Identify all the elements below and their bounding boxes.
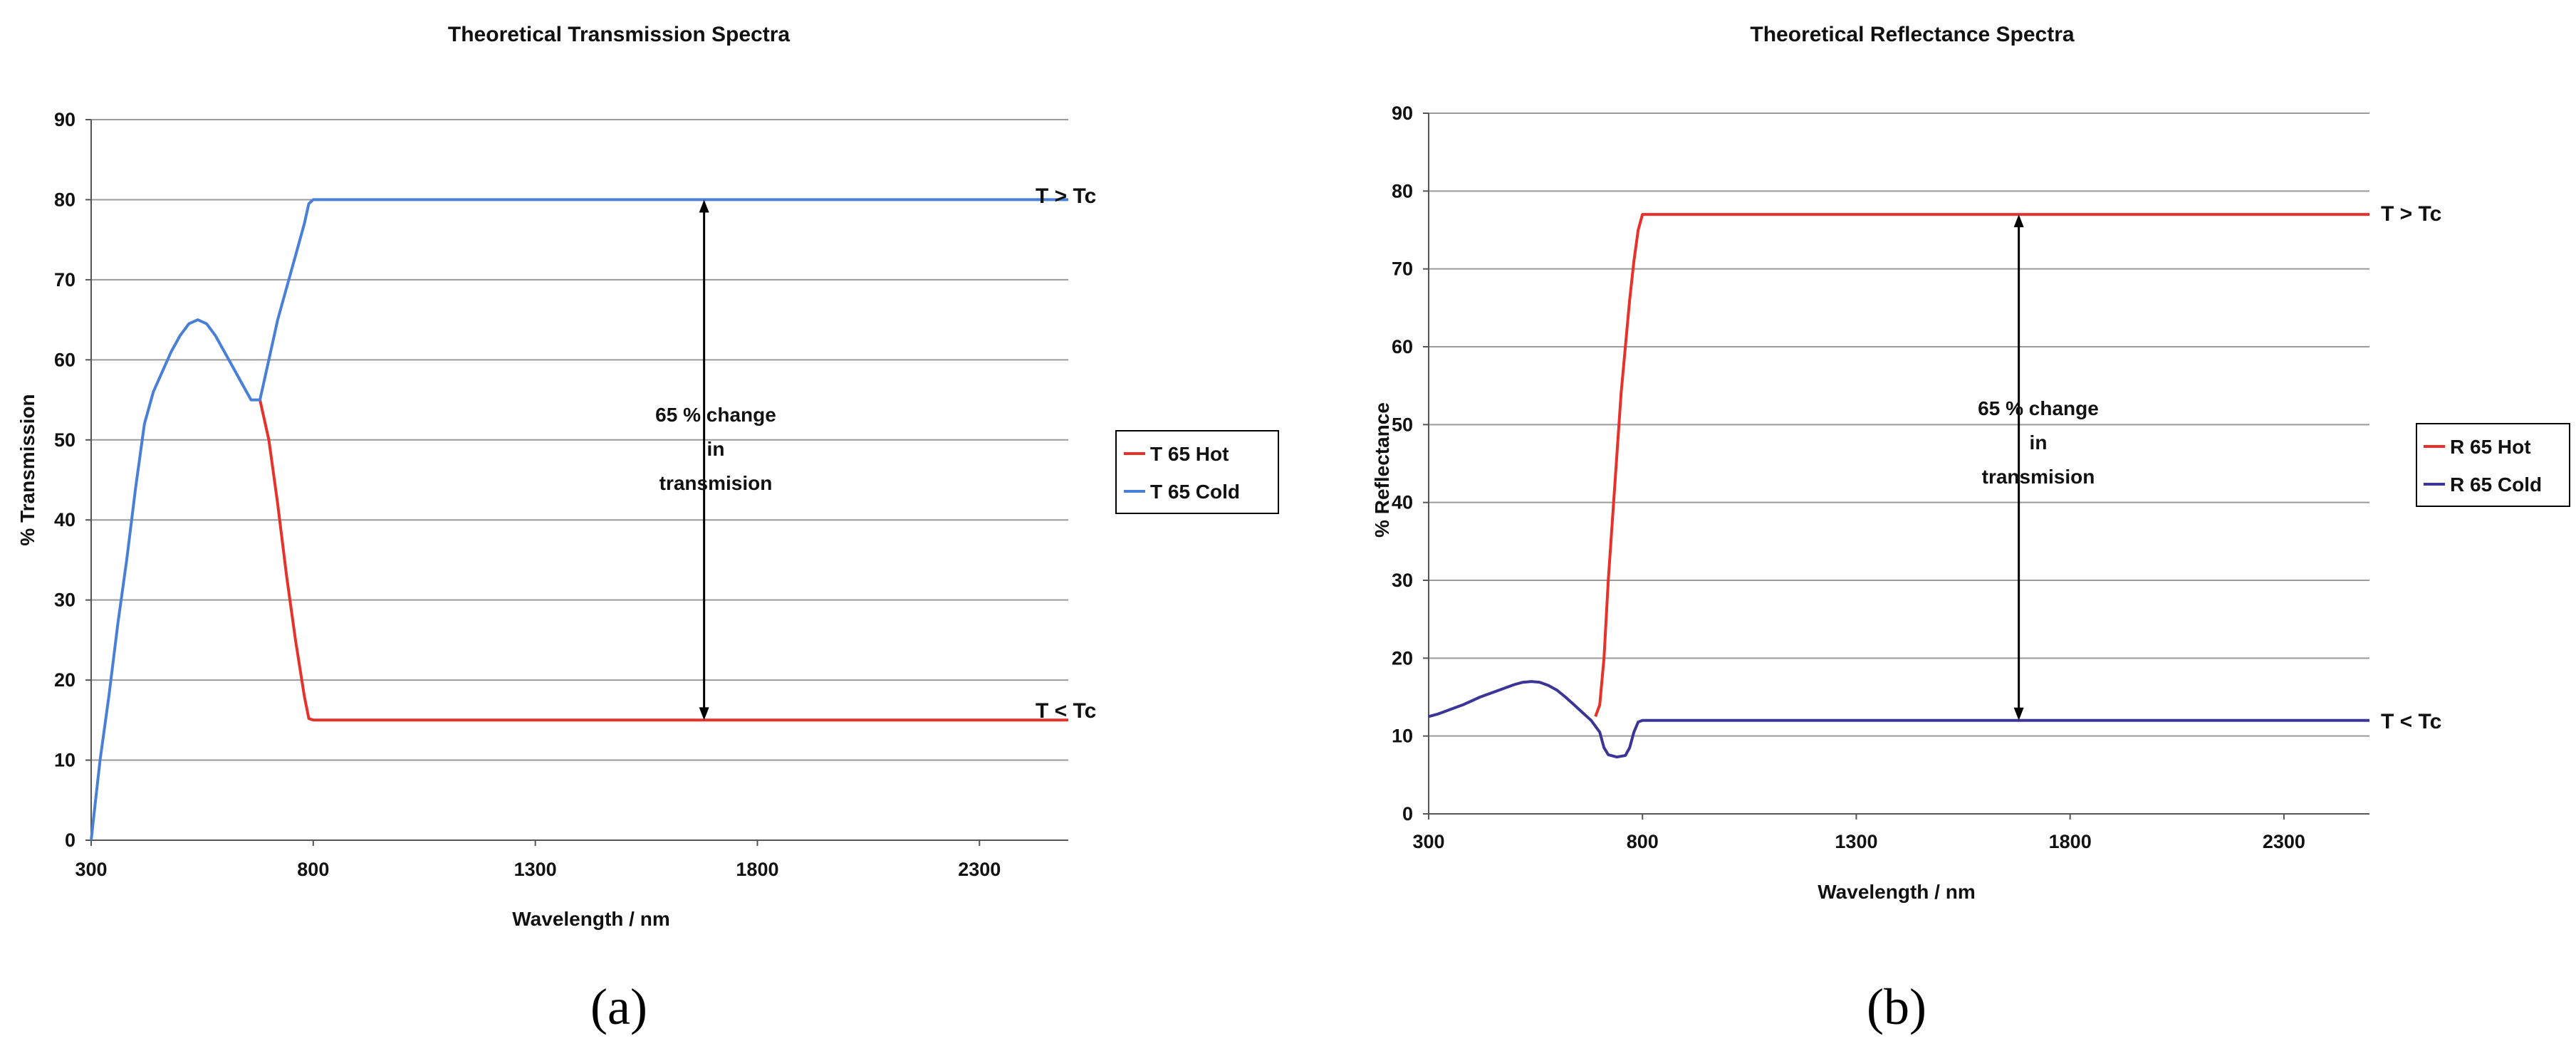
chart-a-x-ticks: 300 800 1300 1800 2300	[75, 840, 1001, 880]
chart-a-y-tick-label: 20	[54, 669, 75, 691]
chart-b-x-tick-label: 300	[1412, 831, 1444, 852]
chart-a-series-cold-line	[90, 198, 1068, 841]
panel-a-label: (a)	[590, 978, 647, 1035]
chart-b-change-text-line2: in	[2030, 431, 2048, 454]
chart-a-legend-label-hot: T 65 Hot	[1150, 443, 1229, 465]
chart-a-change-text-line3: transmision	[659, 472, 773, 494]
chart-a-series	[90, 198, 1068, 841]
chart-a-legend-label-cold: T 65 Cold	[1150, 481, 1240, 503]
panel-a: 0 10 20 30 40 50 60 70 80 90 300 800 1300 1800 2300 T…	[16, 23, 1279, 1035]
chart-a-y-tick-label: 70	[54, 269, 75, 291]
chart-b-y-tick-label: 40	[1392, 492, 1413, 513]
chart-b-y-tick-label: 20	[1392, 647, 1413, 669]
chart-b-y-tick-label: 50	[1392, 414, 1413, 435]
chart-b-arrow-head-top	[2013, 214, 2024, 228]
chart-a-y-axis-label: % Transmission	[16, 394, 38, 545]
chart-b-change-text-line1: 65 % change	[1978, 397, 2099, 419]
chart-a-change-text-line2: in	[707, 438, 725, 460]
chart-a-x-tick-label: 1300	[514, 859, 557, 880]
chart-a-series-hot-line	[259, 399, 1068, 722]
chart-b-series-hot-line	[1594, 213, 2369, 717]
panel-b: 0 10 20 30 40 50 60 70 80 90 300 800 1300 1800 2300 T…	[1371, 23, 2570, 1035]
chart-a-change-text-line1: 65 % change	[655, 404, 776, 426]
chart-a-y-ticks: 0 10 20 30 40 50 60 70 80 90	[54, 109, 91, 851]
chart-a-arrow-head-bottom	[699, 707, 709, 721]
chart-b-y-tick-label: 70	[1392, 258, 1413, 280]
chart-a-y-tick-label: 10	[54, 750, 75, 771]
chart-b-x-ticks: 300 800 1300 1800 2300	[1412, 814, 2305, 852]
chart-b-legend-label-cold: R 65 Cold	[2450, 474, 2542, 496]
chart-b-y-ticks: 0 10 20 30 40 50 60 70 80 90	[1392, 103, 1429, 825]
panel-b-label: (b)	[1867, 978, 1926, 1035]
chart-a-legend: T 65 Hot T 65 Cold	[1115, 430, 1279, 514]
chart-a-y-tick-label: 0	[65, 830, 75, 851]
chart-b-x-tick-label: 1300	[1835, 831, 1877, 852]
chart-b-title: Theoretical Reflectance Spectra	[1750, 23, 2075, 46]
chart-b-series-cold-line	[1428, 680, 2369, 759]
chart-b-y-tick-label: 60	[1392, 336, 1413, 357]
chart-b-y-tick-label: 80	[1392, 180, 1413, 202]
chart-a-x-tick-label: 300	[75, 859, 107, 880]
chart-b-x-tick-label: 1800	[2049, 831, 2092, 852]
chart-a-y-tick-label: 30	[54, 590, 75, 611]
chart-b-arrow-head-bottom	[2013, 707, 2024, 721]
chart-a-x-axis-label: Wavelength / nm	[512, 908, 669, 930]
chart-b-y-tick-label: 0	[1402, 803, 1413, 825]
chart-a-x-tick-label: 2300	[958, 859, 1001, 880]
chart-b-gridlines	[1429, 113, 2369, 737]
chart-b-change-arrow	[2013, 214, 2024, 721]
chart-b-lower-label: T < Tc	[2381, 710, 2441, 733]
chart-a-y-tick-label: 60	[54, 349, 75, 370]
chart-b-legend: R 65 Hot R 65 Cold	[2416, 423, 2570, 507]
chart-b-y-tick-label: 90	[1392, 103, 1413, 124]
chart-b-y-tick-label: 30	[1392, 570, 1413, 591]
chart-a-change-arrow	[699, 199, 709, 721]
chart-a-legend-box	[1115, 430, 1279, 514]
chart-a-axes	[90, 120, 1068, 841]
chart-a-y-tick-label: 40	[54, 509, 75, 530]
chart-a-y-tick-label: 90	[54, 109, 75, 130]
chart-b-axes	[1428, 113, 2369, 815]
chart-b-x-axis-label: Wavelength / nm	[1818, 881, 1975, 903]
chart-b-upper-label: T > Tc	[2381, 202, 2441, 226]
chart-a-arrow-head-top	[699, 199, 709, 213]
chart-a-lower-label: T < Tc	[1036, 699, 1096, 723]
chart-a-upper-label: T > Tc	[1036, 184, 1096, 208]
chart-a-title: Theoretical Transmission Spectra	[448, 23, 790, 46]
chart-a-x-tick-label: 800	[297, 859, 329, 880]
chart-b-series	[1428, 213, 2369, 759]
chart-a-y-tick-label: 80	[54, 189, 75, 210]
chart-b-legend-label-hot: R 65 Hot	[2450, 436, 2531, 458]
chart-b-y-axis-label: % Reflectance	[1371, 402, 1393, 538]
chart-b-y-tick-label: 10	[1392, 726, 1413, 747]
chart-a-y-tick-label: 50	[54, 429, 75, 451]
chart-b-change-text-line3: transmision	[1982, 466, 2095, 488]
chart-b-x-tick-label: 800	[1627, 831, 1659, 852]
chart-b-x-tick-label: 2300	[2263, 831, 2305, 852]
chart-b-legend-box	[2416, 423, 2570, 507]
chart-a-x-tick-label: 1800	[736, 859, 778, 880]
chart-a-gridlines	[91, 119, 1068, 761]
